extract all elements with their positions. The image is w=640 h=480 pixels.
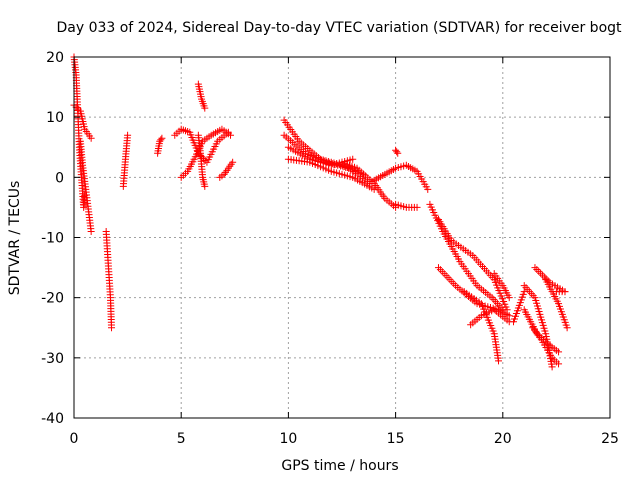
data-point [201, 156, 209, 164]
series-track-j [194, 131, 209, 190]
data-point [229, 158, 237, 166]
data-point [108, 324, 116, 332]
series-track-ad [531, 264, 569, 296]
x-tick-label: 20 [494, 431, 512, 447]
series-track-r [370, 161, 432, 193]
data-point [531, 264, 539, 272]
series-track-s [392, 146, 402, 157]
x-tick-label: 0 [70, 431, 79, 447]
series-track-h [177, 125, 235, 181]
data-point [201, 182, 209, 190]
x-tick-label: 5 [177, 431, 186, 447]
y-tick-label: -30 [41, 351, 64, 367]
data-point [548, 363, 556, 371]
y-tick-label: -10 [41, 231, 64, 247]
data-points [70, 53, 571, 371]
series-track-ae [552, 288, 569, 296]
data-point [555, 348, 563, 356]
y-tick-label: -40 [41, 411, 64, 427]
series-track-w [460, 288, 503, 365]
series-track-q [392, 200, 421, 211]
data-point [505, 294, 513, 302]
series-track-ac [542, 276, 571, 332]
series-track-ab [520, 306, 563, 356]
y-tick-label: 10 [46, 110, 64, 126]
y-tick-label: 20 [46, 50, 64, 66]
y-axis-label: SDTVAR / TECUs [7, 181, 23, 296]
series-track-i [194, 80, 209, 112]
data-point [158, 134, 166, 142]
data-point [393, 148, 401, 156]
series-track-p [338, 158, 400, 211]
series-track-u [434, 215, 511, 314]
data-point [394, 149, 402, 157]
data-point [538, 271, 546, 279]
x-tick-label: 15 [387, 431, 405, 447]
chart-title: Day 033 of 2024, Sidereal Day-to-day VTE… [56, 20, 622, 36]
series-track-af [510, 288, 528, 326]
series-track-y [490, 270, 513, 302]
axes-ticks: 0 5 10 15 20 25 -40 -30 -20 -10 0 10 20 [41, 50, 619, 447]
data-point [563, 324, 571, 332]
data-point [124, 131, 132, 139]
data-point [520, 288, 528, 296]
x-tick-label: 25 [601, 431, 619, 447]
data-point [201, 104, 209, 112]
series-track-k [216, 158, 237, 181]
data-point [227, 131, 235, 139]
x-axis-label: GPS time / hours [281, 458, 398, 474]
data-point [424, 185, 432, 193]
data-point [537, 269, 545, 277]
grid-lines [74, 57, 610, 418]
series-track-e [119, 131, 132, 190]
data-point [87, 227, 95, 235]
x-tick-label: 10 [279, 431, 297, 447]
series-track-x [467, 306, 513, 329]
y-tick-label: 0 [55, 170, 64, 186]
series-track-b [70, 101, 95, 142]
data-point [555, 360, 563, 368]
data-point [413, 203, 421, 211]
series-track-d [102, 227, 116, 332]
data-point [505, 312, 513, 320]
data-point [157, 136, 165, 144]
data-point [495, 357, 503, 365]
series-track-f [154, 134, 166, 157]
data-point [533, 265, 541, 273]
data-point [535, 267, 543, 275]
data-point [87, 134, 95, 142]
series-track-v [434, 264, 513, 320]
data-point [561, 288, 569, 296]
data-point [198, 153, 206, 161]
data-point [349, 155, 357, 163]
y-tick-label: -20 [41, 291, 64, 307]
series-track-c [76, 137, 95, 235]
